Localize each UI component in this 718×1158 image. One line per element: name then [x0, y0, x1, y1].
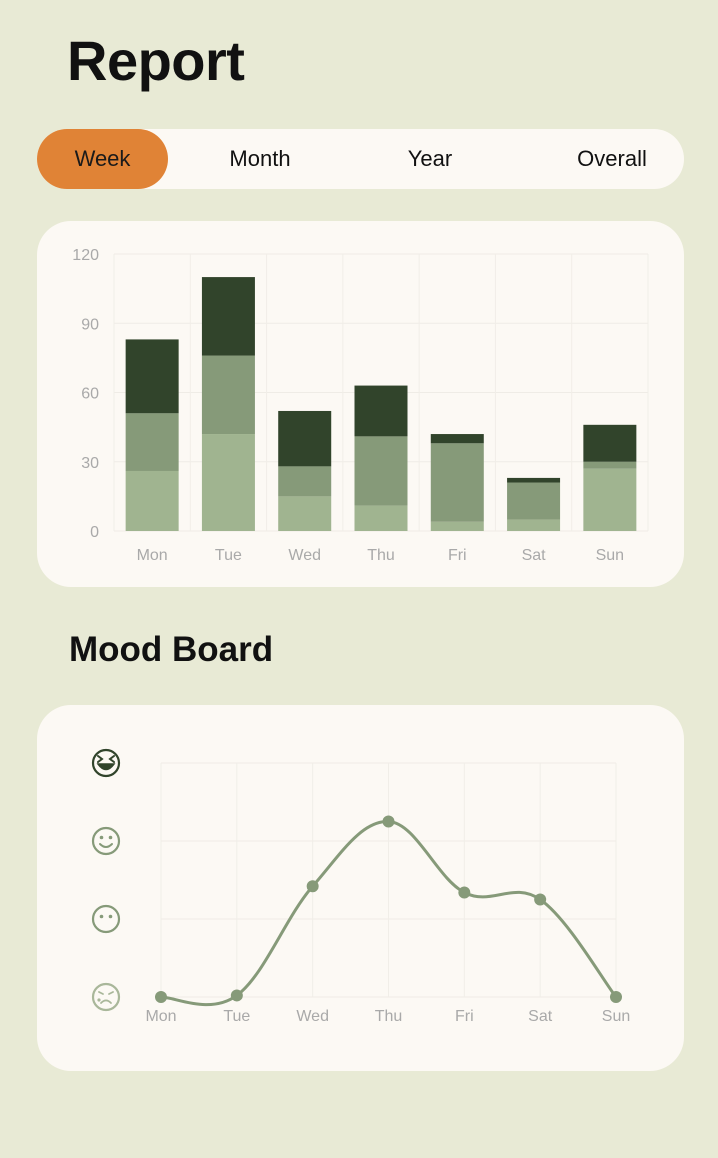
mood-board-title: Mood Board — [69, 630, 274, 669]
report-chart-card: 0 30 60 90 120 Mon Tue Wed Thu Fri Sat Sun — [37, 221, 684, 587]
bar-segment — [354, 436, 408, 506]
period-tabs: Week Month Year Overall — [37, 129, 684, 189]
bar-segment — [354, 505, 408, 531]
x-tick-label: Mon — [137, 547, 168, 564]
x-tick-label: Tue — [223, 1008, 250, 1025]
mood-point — [306, 880, 319, 893]
mood-point — [458, 886, 471, 899]
sad-face-icon — [91, 982, 121, 1012]
mood-line-chart: Mon Tue Wed Thu Fri Sat Sun — [91, 748, 630, 1025]
bar-segment — [507, 482, 561, 520]
x-tick-label: Wed — [296, 1008, 329, 1025]
bar-segment — [125, 339, 179, 414]
x-tick-label: Tue — [215, 547, 242, 564]
bar-segment — [583, 424, 637, 462]
tab-month[interactable]: Month — [229, 146, 291, 171]
stacked-bar-chart: 0 30 60 90 120 Mon Tue Wed Thu Fri Sat Sun — [72, 247, 649, 564]
bar-segment — [278, 410, 332, 467]
bar-segment — [583, 461, 637, 469]
y-tick-label: 90 — [81, 316, 99, 333]
mood-point — [534, 893, 547, 906]
bar-segment — [507, 477, 561, 483]
bar-segment — [278, 496, 332, 531]
y-tick-label: 60 — [81, 386, 99, 403]
mood-point — [230, 989, 243, 1002]
mood-point — [382, 815, 395, 828]
bar-segment — [125, 413, 179, 471]
y-tick-label: 0 — [90, 524, 99, 541]
bar-segment — [430, 521, 484, 531]
x-tick-label: Fri — [455, 1008, 474, 1025]
bar-segment — [125, 470, 179, 531]
x-tick-label: Mon — [145, 1008, 176, 1025]
x-tick-label: Sun — [596, 547, 624, 564]
mood-point — [155, 991, 167, 1003]
bar-segment — [354, 385, 408, 437]
y-tick-label: 30 — [81, 455, 99, 472]
x-tick-label: Sat — [528, 1008, 553, 1025]
x-tick-label: Sun — [602, 1008, 630, 1025]
bar-segment — [201, 434, 255, 531]
smile-face-icon — [91, 826, 121, 856]
bar-segment — [583, 468, 637, 531]
mood-chart-card: Mon Tue Wed Thu Fri Sat Sun — [37, 705, 684, 1071]
tab-year[interactable]: Year — [407, 146, 453, 171]
tab-overall[interactable]: Overall — [577, 146, 647, 171]
bar-segment — [430, 434, 484, 444]
x-tick-label: Sat — [522, 547, 547, 564]
bar-segment — [430, 443, 484, 522]
mood-point — [610, 991, 622, 1003]
bar-segment — [278, 466, 332, 497]
x-tick-label: Thu — [375, 1008, 403, 1025]
neutral-face-icon — [91, 904, 121, 934]
page-title: Report — [67, 29, 245, 92]
bar-segment — [507, 519, 561, 531]
bar-segment — [201, 277, 255, 356]
ecstatic-face-icon — [91, 748, 121, 778]
bar-segment — [201, 355, 255, 435]
x-tick-label: Thu — [367, 547, 395, 564]
x-tick-label: Wed — [288, 547, 321, 564]
tab-week[interactable]: Week — [37, 129, 168, 189]
x-tick-label: Fri — [448, 547, 467, 564]
y-tick-label: 120 — [72, 247, 99, 264]
